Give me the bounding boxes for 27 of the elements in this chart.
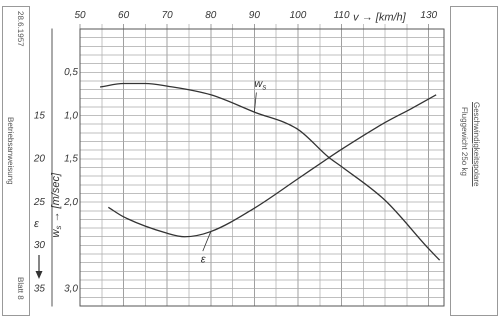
- y-tick-label: 1,5: [64, 154, 78, 165]
- x-tick-label: 130: [420, 10, 438, 21]
- y2-axis-title: ε: [34, 218, 39, 230]
- x-tick-label: 70: [162, 10, 174, 21]
- x-axis-title: v → [km/h]: [353, 12, 407, 24]
- y-tick-label: 1,0: [64, 110, 78, 122]
- text: Fluggewicht 25o kg: [460, 107, 469, 176]
- y2-tick-label: 30: [34, 240, 46, 252]
- y-tick-label: 2,0: [63, 196, 78, 208]
- y2-tick-label: 25: [32, 196, 46, 208]
- y-tick-label: 3,0: [64, 283, 78, 294]
- y-tick-label: 0,5: [64, 67, 78, 78]
- x-tick-label: 100: [290, 10, 307, 21]
- x-tick-label: 110: [334, 10, 350, 21]
- x-tick-label: 80: [205, 10, 217, 21]
- y2-tick-label: 35: [34, 283, 46, 294]
- x-tick-label: 60: [118, 10, 130, 21]
- x-tick-label: 90: [248, 10, 260, 21]
- text: Blatt 8: [16, 277, 25, 300]
- text: Betriebsanweisung: [6, 117, 15, 185]
- legend-label: ε: [200, 254, 206, 266]
- text: Geschwindigkeitspolare: [472, 102, 481, 186]
- y-axis-title: ws → [m/sec]: [50, 172, 64, 238]
- x-tick-label: 50: [74, 10, 86, 21]
- y2-tick-label: 15: [34, 110, 46, 122]
- text: 28.6.1957: [16, 11, 25, 47]
- y2-tick-label: 20: [32, 154, 46, 165]
